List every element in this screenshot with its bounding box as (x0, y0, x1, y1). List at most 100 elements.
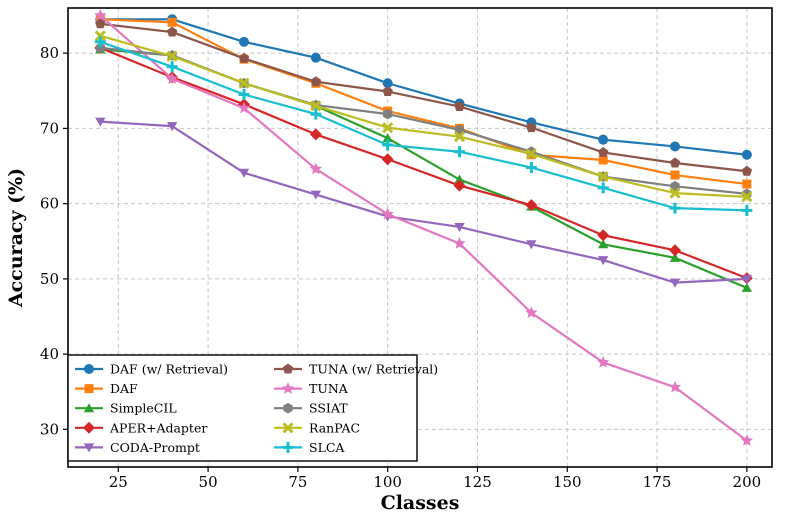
legend-label: SLCA (309, 440, 345, 455)
data-point (670, 170, 680, 180)
legend-label: APER+Adapter (109, 420, 207, 435)
data-point (165, 72, 179, 84)
legend-item-aper-adapter: APER+Adapter (75, 420, 207, 435)
series-line (100, 120, 747, 284)
data-point (310, 190, 322, 200)
legend-marker (84, 384, 94, 394)
series-layer (94, 9, 754, 446)
legend-item-ranpac: RanPAC (274, 420, 360, 435)
data-point (382, 86, 393, 96)
series-aper-adapter (94, 41, 753, 285)
legend-label: SimpleCIL (110, 401, 177, 416)
legend-label: TUNA (w/ Retrieval) (309, 362, 438, 377)
x-tick-label: 75 (288, 473, 307, 491)
x-tick-label: 150 (553, 473, 582, 491)
data-point (166, 50, 178, 62)
y-tick-label: 50 (40, 270, 59, 288)
data-point (166, 61, 178, 73)
data-point (453, 131, 466, 143)
y-axis-title: Accuracy (%) (5, 168, 27, 308)
data-point (597, 146, 609, 157)
series-line (100, 22, 747, 173)
data-point (669, 244, 682, 257)
data-point (238, 52, 250, 63)
legend: DAF (w/ Retrieval) TUNA (w/ Retrieval) DAF… (67, 354, 438, 462)
legend-marker (283, 402, 293, 414)
series-line (100, 34, 747, 198)
data-point (597, 239, 609, 249)
data-point (598, 134, 609, 145)
data-point (597, 256, 609, 266)
data-point (597, 355, 610, 368)
data-point (741, 274, 753, 284)
data-point (669, 252, 681, 262)
x-tick-label: 50 (199, 473, 218, 491)
data-point (310, 76, 322, 87)
data-point (309, 162, 323, 175)
marker-stroke (597, 170, 609, 183)
data-point (166, 26, 178, 37)
data-point (598, 155, 608, 165)
data-point (597, 170, 609, 183)
data-point (597, 182, 609, 194)
data-point (454, 222, 465, 232)
data-point (668, 380, 682, 393)
data-point (382, 122, 394, 134)
marker-stroke (741, 191, 753, 203)
data-point (382, 133, 393, 143)
marker-stroke (382, 122, 394, 134)
data-point (95, 18, 106, 29)
data-point (670, 141, 681, 152)
data-point (238, 89, 250, 101)
data-point (382, 78, 393, 89)
series-line (100, 48, 748, 289)
axis-ticks: 25 50 75 100 125 150 175 200 30 40 50 60 70 80 (40, 44, 761, 491)
data-point (95, 117, 106, 127)
data-point (454, 101, 465, 112)
legend-marker (83, 443, 95, 453)
data-point (741, 165, 753, 176)
plot-frame (67, 7, 773, 468)
data-point (94, 36, 106, 48)
data-point (381, 153, 394, 166)
legend-marker (281, 382, 295, 394)
y-tick-label: 30 (40, 420, 59, 438)
marker-stroke (453, 131, 466, 143)
data-point (381, 207, 394, 220)
x-tick-label: 175 (643, 473, 672, 491)
legend-item-coda-prompt: CODA-Prompt (75, 440, 200, 455)
marker-stroke (238, 77, 250, 89)
y-tick-label: 70 (40, 119, 59, 137)
data-point (95, 42, 105, 54)
data-point (310, 52, 321, 63)
data-point (741, 191, 753, 203)
data-point (239, 36, 249, 47)
series-slca (94, 36, 753, 216)
data-point (742, 179, 752, 189)
data-point (167, 17, 177, 27)
data-point (741, 282, 753, 292)
series-simplecil (95, 44, 753, 292)
y-tick-label: 80 (40, 44, 59, 62)
legend-item-slca: SLCA (274, 440, 345, 455)
x-tick-label: 100 (373, 473, 402, 491)
data-point (382, 139, 394, 151)
data-point (310, 100, 322, 112)
series-coda-prompt (95, 117, 753, 288)
data-point (526, 240, 537, 250)
marker-stroke (525, 148, 537, 160)
data-point (454, 146, 466, 158)
legend-label: RanPAC (309, 420, 360, 435)
marker-stroke (310, 100, 322, 112)
data-point (526, 122, 537, 133)
data-point (383, 108, 393, 120)
marker-stroke (94, 30, 106, 42)
series-line (99, 40, 747, 212)
data-point (454, 174, 465, 184)
x-tick-label: 25 (109, 473, 128, 491)
data-point (740, 434, 754, 446)
data-point (669, 202, 681, 214)
marker-stroke (166, 50, 178, 62)
legend-label: CODA-Prompt (110, 440, 200, 455)
legend-item-tuna-w-retrieval: TUNA (w/ Retrieval) (274, 362, 438, 377)
